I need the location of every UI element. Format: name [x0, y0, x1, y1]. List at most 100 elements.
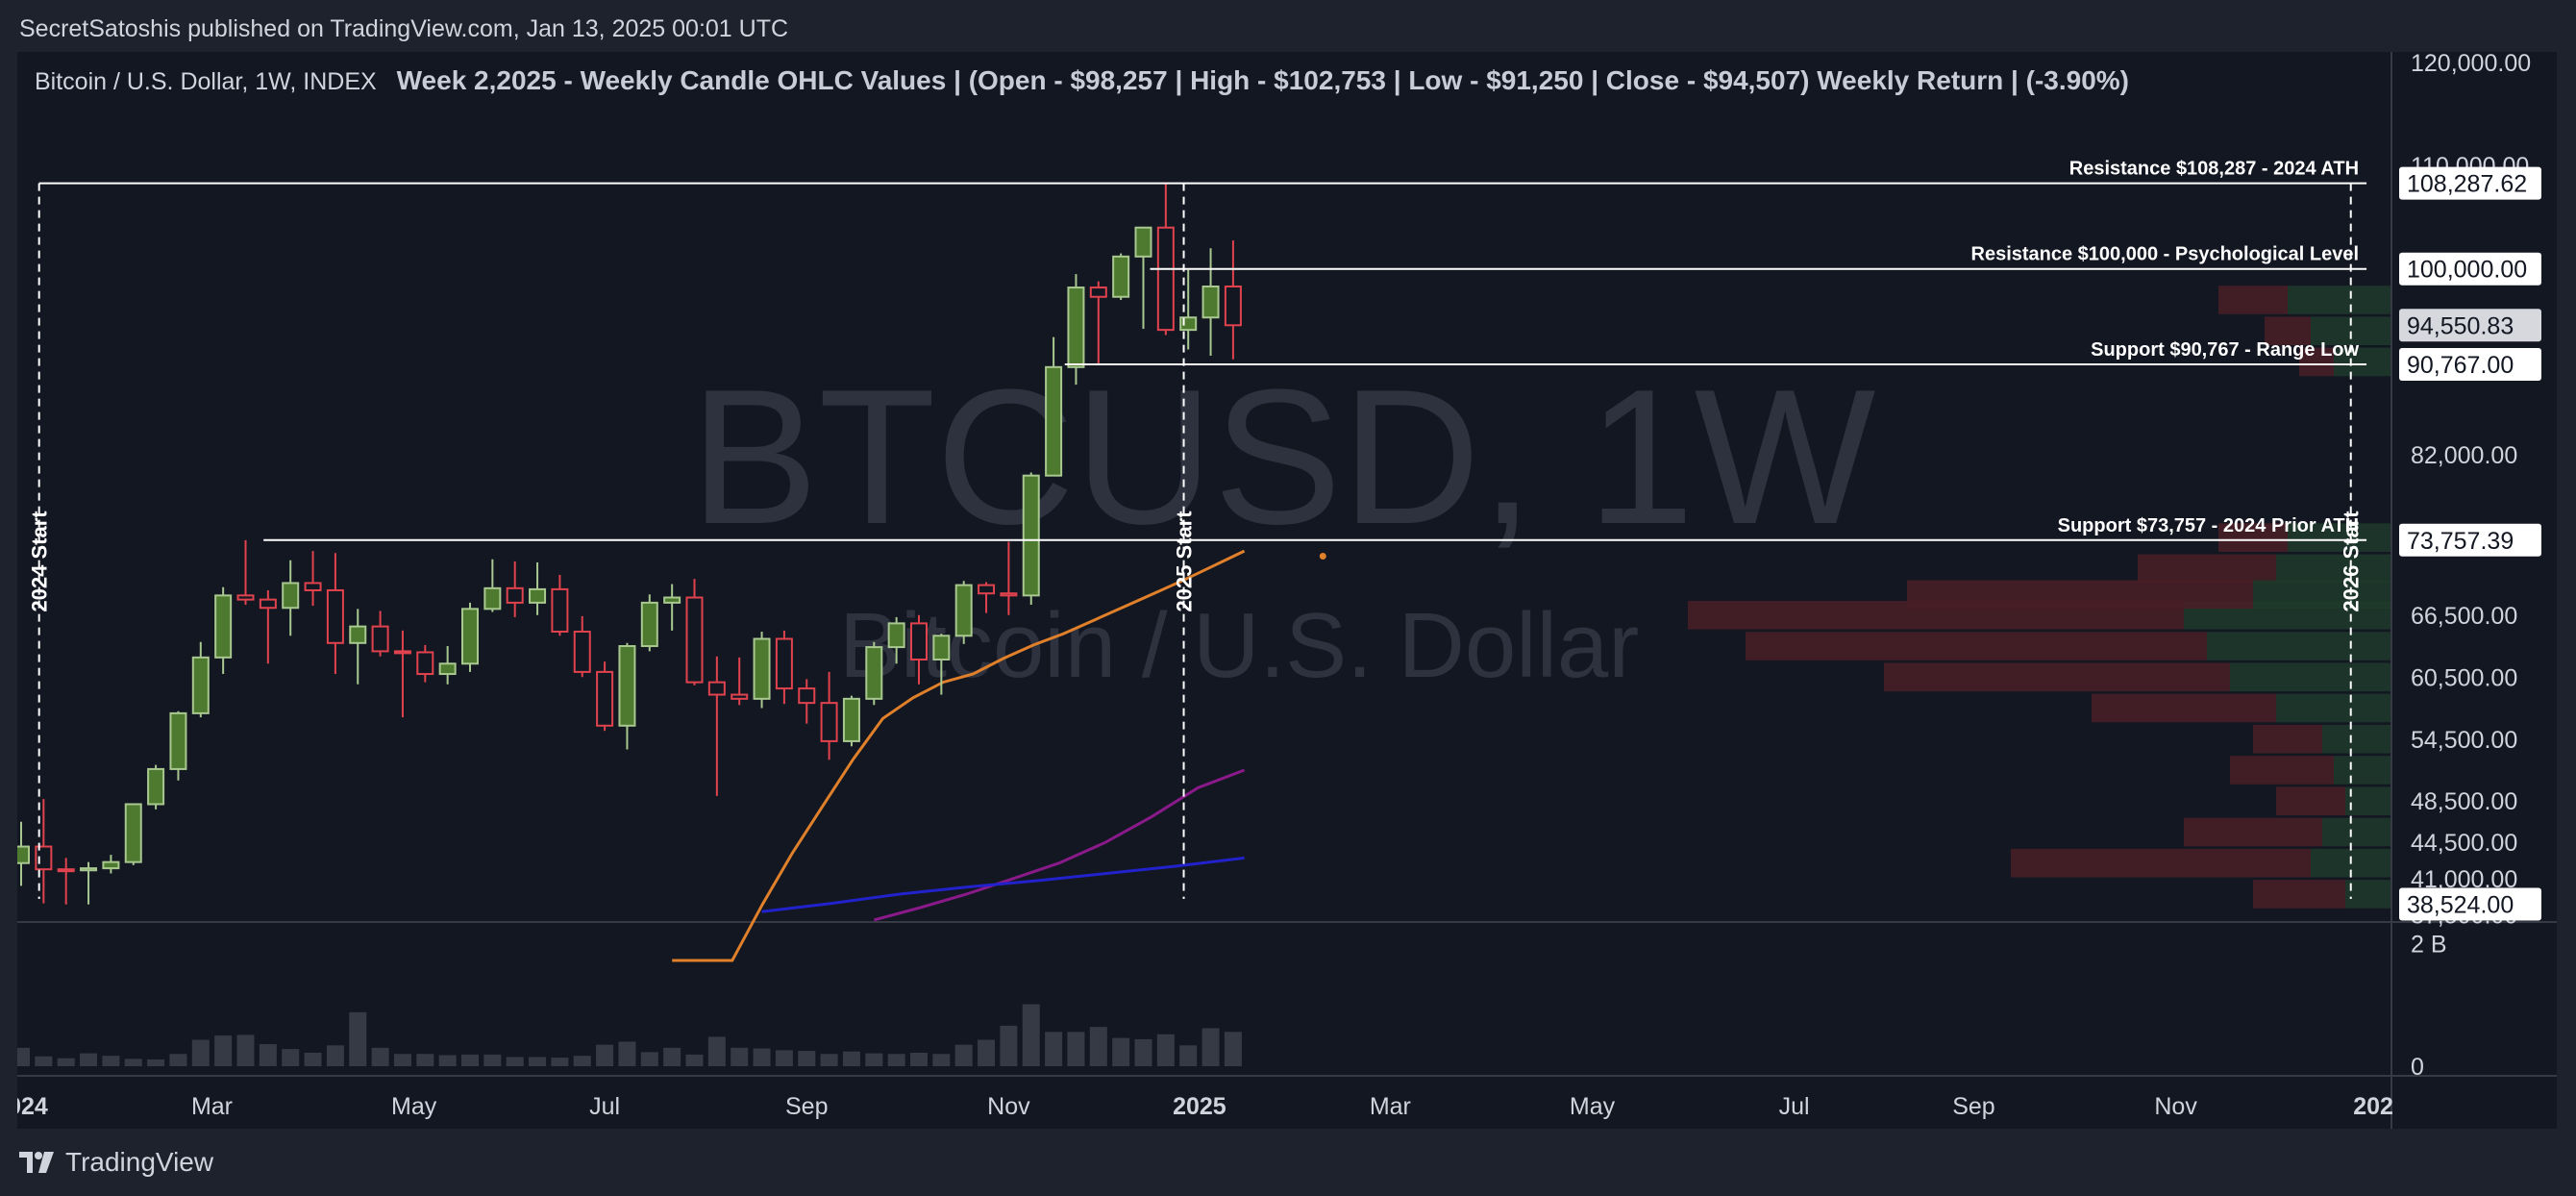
- volume-bar: [663, 1047, 681, 1066]
- candle-body: [1022, 474, 1040, 597]
- candle-body: [663, 596, 681, 604]
- candle-body: [887, 622, 905, 649]
- candle-body: [820, 702, 838, 742]
- candle-body: [169, 711, 187, 770]
- volume-bar: [1089, 1027, 1107, 1066]
- profile-down-row: [2265, 316, 2311, 346]
- moving-average-line: [672, 549, 1246, 962]
- footer: TradingView: [0, 1129, 2576, 1196]
- watermark: BTCUSD, 1W Bitcoin / U.S. Dollar: [690, 350, 1876, 697]
- profile-down-row: [1884, 662, 2230, 692]
- time-tick-label: Jul: [589, 1093, 620, 1120]
- candle-body: [707, 681, 726, 696]
- candle-body: [191, 656, 210, 714]
- candle-body: [461, 608, 479, 665]
- time-tick-label: May: [391, 1093, 437, 1120]
- profile-down-row: [2011, 848, 2311, 878]
- profile-down-row: [2218, 523, 2288, 552]
- time-tick-label: Nov: [2154, 1093, 2197, 1120]
- profile-up-row: [2322, 724, 2391, 754]
- watermark-ticker: BTCUSD, 1W: [690, 350, 1876, 564]
- candle-body: [551, 587, 569, 633]
- volume-bar: [551, 1058, 569, 1066]
- candle-body: [1224, 285, 1242, 327]
- time-tick-label: May: [1570, 1093, 1616, 1120]
- volume-bar: [326, 1045, 344, 1066]
- volume-bar: [932, 1054, 951, 1066]
- candle-body: [1112, 255, 1130, 298]
- publish-info: SecretSatoshis published on TradingView.…: [19, 15, 789, 42]
- volume-tick-label: 2 B: [2411, 931, 2447, 958]
- candle-body: [17, 845, 30, 864]
- profile-down-row: [2092, 693, 2276, 723]
- price-badge: [2399, 252, 2541, 286]
- volume-bar: [349, 1011, 367, 1066]
- price-badge-label: 90,767.00: [2407, 352, 2514, 379]
- candle-body: [753, 637, 771, 700]
- axes[interactable]: 120,000.00110,000.0082,000.0066,500.0060…: [17, 52, 2541, 1120]
- candle-body: [910, 622, 928, 660]
- profile-up-row: [2345, 786, 2391, 816]
- candle-body: [214, 594, 233, 659]
- volume-bar: [1134, 1038, 1152, 1066]
- price-chart[interactable]: BTCUSD, 1W Bitcoin / U.S. Dollar Resista…: [17, 52, 2557, 1129]
- chart-area[interactable]: BTCUSD, 1W Bitcoin / U.S. Dollar Resista…: [17, 52, 2557, 1129]
- volume-bar: [461, 1054, 479, 1066]
- volume-bar: [17, 1047, 30, 1066]
- candle-body: [438, 662, 457, 676]
- candle-body: [640, 601, 658, 648]
- candle-body: [236, 594, 255, 601]
- volume-bar: [685, 1054, 704, 1066]
- profile-down-row: [2218, 286, 2288, 314]
- volume-bar: [842, 1051, 860, 1066]
- candle-body: [1045, 365, 1063, 477]
- profile-up-row: [2288, 286, 2391, 314]
- price-badge: [2399, 309, 2541, 342]
- candle-body: [57, 868, 75, 873]
- candle-body: [102, 860, 120, 870]
- price-badge: [2399, 887, 2541, 921]
- profile-up-row: [2322, 817, 2391, 847]
- volume-bar: [1022, 1004, 1040, 1066]
- candle-body: [1089, 287, 1107, 298]
- profile-down-row: [1907, 580, 2253, 610]
- volume-bar: [438, 1055, 457, 1066]
- volume-bar: [282, 1049, 300, 1066]
- period-marker-label: 2026 Start: [2340, 511, 2364, 612]
- volume-bar: [416, 1054, 434, 1066]
- profile-up-row: [2345, 880, 2391, 909]
- price-tick-label: 48,500.00: [2411, 788, 2517, 815]
- level-label: Resistance $108,287 - 2024 ATH: [2069, 159, 2359, 180]
- volume-bar: [1224, 1032, 1242, 1066]
- volume-bar: [978, 1039, 996, 1066]
- profile-up-row: [2334, 347, 2391, 377]
- level-label: Resistance $100,000 - Psychological Leve…: [1971, 244, 2360, 265]
- volume-bar: [1156, 1034, 1175, 1066]
- candles: [17, 183, 1242, 905]
- profile-down-row: [2299, 347, 2334, 377]
- horizontal-levels[interactable]: Resistance $108,287 - 2024 ATH Resistance…: [38, 159, 2367, 541]
- period-markers[interactable]: 2024 Start 2025 Start 2026 Start: [28, 183, 2364, 899]
- volume-bar: [731, 1047, 749, 1066]
- volume-bar: [236, 1034, 255, 1066]
- volume-bar: [573, 1056, 591, 1066]
- brand-name[interactable]: TradingView: [65, 1147, 214, 1177]
- volume-bar: [393, 1054, 411, 1066]
- time-tick-label: Jul: [1779, 1093, 1810, 1120]
- moving-averages: [672, 549, 1246, 962]
- time-tick-label: Nov: [987, 1093, 1030, 1120]
- candle-body: [506, 586, 524, 604]
- volume-bars: [17, 1004, 1242, 1066]
- watermark-name: Bitcoin / U.S. Dollar: [839, 594, 1639, 697]
- tradingview-logo-icon[interactable]: [19, 1150, 56, 1175]
- candle-body: [349, 625, 367, 644]
- profile-down-row: [2253, 724, 2322, 754]
- candle-body: [483, 586, 502, 610]
- volume-bar: [820, 1054, 838, 1066]
- time-tick-label: 202: [2353, 1093, 2393, 1120]
- volume-bar: [529, 1057, 547, 1066]
- volume-bar: [147, 1059, 165, 1066]
- candle-body: [596, 670, 614, 727]
- level-label: Support $90,767 - Range Low: [2091, 339, 2359, 361]
- volume-bar: [169, 1054, 187, 1066]
